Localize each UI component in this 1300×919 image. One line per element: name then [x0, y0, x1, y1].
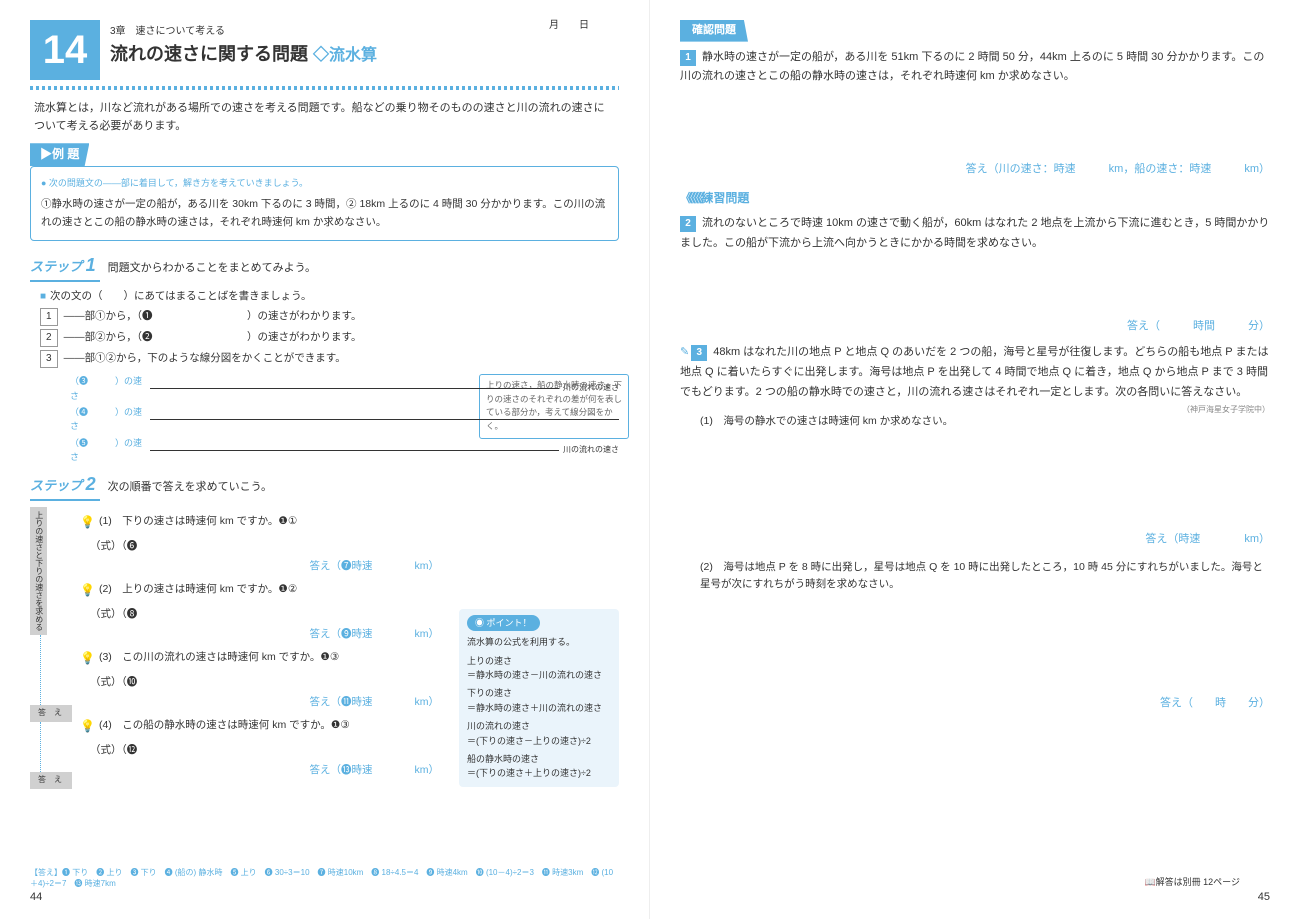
- example-badge: ▶例 題: [30, 143, 89, 166]
- step2-header: ステップ 2 次の順番で答えを求めていこう。: [30, 470, 619, 501]
- lesson-number: 14: [30, 20, 100, 80]
- problem-2: 2流れのないところで時速 10km の速さで動く船が，60km はなれた 2 地…: [680, 214, 1270, 254]
- page-number: 44: [30, 889, 42, 907]
- intro-text: 流水算とは，川など流れがある場所での速さを考える問題です。船などの乗り物そのもの…: [30, 100, 619, 135]
- practice-badge: 練習問題: [680, 189, 1270, 208]
- answer-ref: 📖解答は別冊 12ページ: [1144, 875, 1240, 889]
- page-44: 月 日 14 3章 速さについて考える 流れの速さに関する問題 ◇流水算 流水算…: [0, 0, 650, 919]
- date-field: 月 日: [549, 18, 589, 34]
- confirm-badge: 確認問題: [680, 20, 748, 42]
- step1-header: ステップ 1 問題文からわかることをまとめてみよう。: [30, 251, 619, 282]
- example-box: ● 次の問題文の――部に着目して，解き方を考えていきましょう。 ①静水時の速さが…: [30, 166, 619, 241]
- lesson-title: 流れの速さに関する問題 ◇流水算: [110, 40, 377, 69]
- problem-1: 1静水時の速さが一定の船が，ある川を 51km 下るのに 2 時間 50 分，4…: [680, 48, 1270, 88]
- problem-3: ✎348km はなれた川の地点 P と地点 Q のあいだを 2 つの船，海号と星…: [680, 343, 1270, 402]
- divider: [30, 86, 619, 90]
- page-45: 確認問題 1静水時の速さが一定の船が，ある川を 51km 下るのに 2 時間 5…: [650, 0, 1300, 919]
- chapter-label: 3章 速さについて考える: [110, 24, 377, 40]
- lesson-header: 14 3章 速さについて考える 流れの速さに関する問題 ◇流水算: [30, 20, 619, 80]
- line-diagram: 上りの速さ，船の静水時の速さ，下りの速さのそれぞれの差が何を表している部分か，考…: [70, 374, 619, 464]
- answer-key: 【答え】❶ 下り ❷ 上り ❸ 下り ❹ (船の) 静水時 ❺ 上り ❻ 30÷…: [30, 867, 619, 889]
- page-number: 45: [1258, 889, 1270, 907]
